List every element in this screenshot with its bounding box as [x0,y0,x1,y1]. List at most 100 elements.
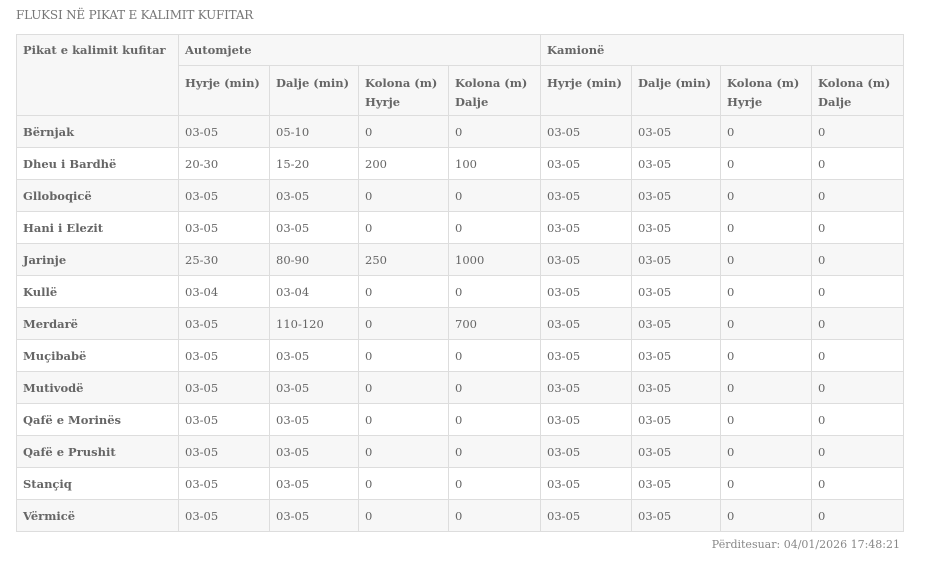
crossing-point-name: Qafë e Prushit [16,435,179,468]
table-row: Kullë 03-04 03-04 0 0 03-05 03-05 0 0 [16,275,905,308]
table-cell: 25-30 [178,243,270,276]
crossing-point-name: Kullë [16,275,179,308]
table-row: Qafë e Morinës 03-05 03-05 0 0 03-05 03-05 0 0 [16,403,905,436]
table-cell: 0 [358,371,449,404]
table-cell: 03-05 [178,211,270,244]
table-row: Glloboqicë 03-05 03-05 0 0 03-05 03-05 0 0 [16,179,905,212]
table-cell: 0 [811,179,905,212]
column-header: Dalje (min) [269,65,359,116]
table-cell: 0 [447,275,542,308]
table-cell: 0 [720,371,813,404]
table-cell: 0 [358,211,449,244]
page-title: FLUKSI NË PIKAT E KALIMIT KUFITAR [16,8,254,22]
table-cell: 0 [720,467,813,500]
column-header: Kolona (m) Dalje [811,65,905,116]
table-cell: 0 [720,115,813,148]
header-crossing-points: Pikat e kalimit kufitar [16,34,179,116]
table-cell: 0 [447,403,542,436]
table-cell: 03-05 [631,467,722,500]
table-row: Bërnjak 03-05 05-10 0 0 03-05 03-05 0 0 [16,115,905,148]
table-cell: 03-05 [540,307,633,340]
crossing-point-name: Merdarë [16,307,179,340]
crossing-point-name: Mutivodë [16,371,179,404]
table-cell: 03-05 [540,467,633,500]
table-cell: 05-10 [269,115,359,148]
table-cell: 0 [447,467,542,500]
table-cell: 03-05 [178,467,270,500]
table-cell: 03-05 [178,403,270,436]
table-cell: 0 [358,435,449,468]
table-cell: 03-05 [631,275,722,308]
table-cell: 03-05 [631,147,722,180]
table-cell: 0 [447,115,542,148]
table-cell: 0 [358,115,449,148]
header-group-vehicles: Automjete [177,34,542,66]
crossing-point-name: Dheu i Bardhë [16,147,179,180]
table-cell: 20-30 [178,147,270,180]
table-cell: 03-05 [540,211,633,244]
table-cell: 0 [358,307,449,340]
crossing-point-name: Hani i Elezit [16,211,179,244]
table-cell: 0 [811,147,905,180]
table-row: Jarinje 25-30 80-90 250 1000 03-05 03-05 0 0 [16,243,905,276]
table-cell: 03-05 [631,499,722,532]
column-header: Kolona (m) Dalje [447,65,542,116]
table-cell: 0 [811,275,905,308]
table-cell: 03-05 [178,339,270,372]
table-cell: 0 [447,499,542,532]
table-cell: 0 [720,403,813,436]
table-cell: 700 [447,307,542,340]
column-header: Hyrje (min) [178,65,270,116]
table-cell: 03-04 [269,275,359,308]
table-cell: 03-05 [178,307,270,340]
table-cell: 0 [720,243,813,276]
crossing-point-name: Vërmicë [16,499,179,532]
table-cell: 03-05 [540,147,633,180]
table-cell: 03-05 [540,499,633,532]
table-cell: 0 [720,435,813,468]
table-cell: 03-05 [269,499,359,532]
table-cell: 0 [811,339,905,372]
table-cell: 03-05 [269,179,359,212]
table-cell: 03-05 [178,371,270,404]
table-row: Qafë e Prushit 03-05 03-05 0 0 03-05 03-05 0 0 [16,435,905,468]
table-cell: 03-05 [631,371,722,404]
table-cell: 03-05 [540,275,633,308]
table-cell: 0 [358,499,449,532]
table-cell: 0 [811,499,905,532]
table-cell: 03-05 [631,115,722,148]
table-cell: 0 [811,435,905,468]
table-cell: 80-90 [269,243,359,276]
table-cell: 0 [358,467,449,500]
table-cell: 03-05 [540,243,633,276]
table-cell: 0 [720,275,813,308]
table-cell: 110-120 [269,307,359,340]
table-cell: 03-05 [631,339,722,372]
table-cell: 03-05 [540,403,633,436]
table-cell: 0 [447,435,542,468]
table-cell: 03-05 [631,307,722,340]
table-row: Dheu i Bardhë 20-30 15-20 200 100 03-05 03-05 0… [16,147,905,180]
table-cell: 0 [447,211,542,244]
table-cell: 250 [358,243,449,276]
table-row: Stançiq 03-05 03-05 0 0 03-05 03-05 0 0 [16,467,905,500]
header-group-trucks: Kamionë [540,34,905,66]
table-cell: 03-05 [178,115,270,148]
table-cell: 0 [811,307,905,340]
table-cell: 0 [447,179,542,212]
table-cell: 03-05 [178,499,270,532]
table-cell: 100 [447,147,542,180]
table-cell: 03-05 [540,371,633,404]
table-cell: 03-05 [540,115,633,148]
table-cell: 0 [447,339,542,372]
table-cell: 0 [720,499,813,532]
table-cell: 0 [358,403,449,436]
table-row: Hani i Elezit 03-05 03-05 0 0 03-05 03-05 0 0 [16,211,905,244]
table-cell: 0 [811,467,905,500]
table-cell: 0 [720,211,813,244]
table-cell: 200 [358,147,449,180]
table-cell: 03-05 [540,339,633,372]
column-header: Hyrje (min) [540,65,633,116]
table-cell: 03-05 [631,243,722,276]
crossing-point-name: Stançiq [16,467,179,500]
